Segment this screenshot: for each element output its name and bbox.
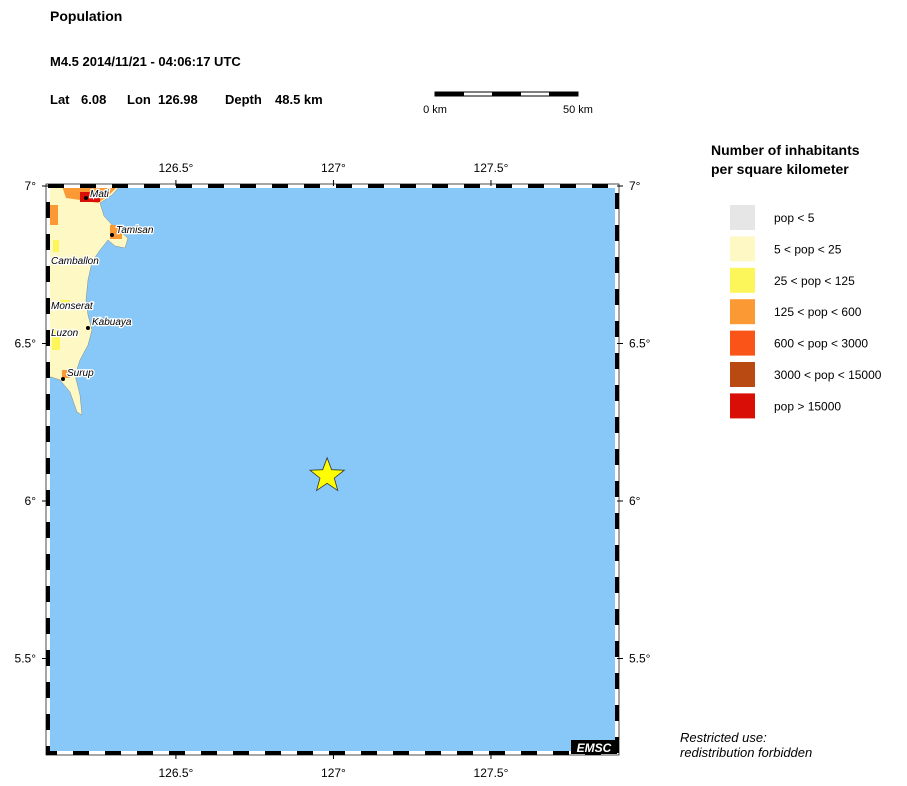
y-tick-label: 5.5° xyxy=(629,652,651,666)
legend-swatch xyxy=(730,267,755,293)
legend-label: 25 < pop < 125 xyxy=(774,274,855,288)
legend-swatch xyxy=(730,362,755,387)
legend-label: pop < 5 xyxy=(774,211,815,225)
legend-swatch xyxy=(730,330,755,356)
scale-start: 0 km xyxy=(423,104,447,116)
lat-value: 6.08 xyxy=(81,92,106,107)
y-tick-label: 7° xyxy=(25,179,37,193)
legend-swatch xyxy=(730,393,755,419)
legend-label: 3000 < pop < 15000 xyxy=(774,368,882,382)
event: M4.5 2014/11/21 - 04:06:17 UTC xyxy=(50,54,241,69)
y-tick-label: 6° xyxy=(629,494,641,508)
place-markers xyxy=(61,196,114,381)
credit-box xyxy=(571,740,617,754)
lon-value: 126.98 xyxy=(158,92,198,107)
y-tick-label: 6.5° xyxy=(629,337,651,351)
place-label: Kabuaya xyxy=(92,317,132,328)
legend-title: Number of inhabitants xyxy=(711,142,860,158)
legend-label: 600 < pop < 3000 xyxy=(774,337,868,351)
x-tick-label: 127.5° xyxy=(474,766,509,780)
x-tick-label: 126.5° xyxy=(159,766,194,780)
epicenter xyxy=(308,456,346,492)
y-tick-label: 7° xyxy=(629,179,641,193)
legend-label: 5 < pop < 25 xyxy=(774,242,842,256)
place-label: Luzon xyxy=(51,328,79,339)
credit: EMSC xyxy=(577,741,612,755)
y-tick-label: 6.5° xyxy=(15,337,37,351)
place-label: Mati xyxy=(90,189,110,200)
y-tick-label: 5.5° xyxy=(15,652,37,666)
place-label: Monserat xyxy=(51,301,94,312)
frame-dashes xyxy=(46,184,619,755)
x-tick-label: 126.5° xyxy=(159,161,194,175)
depth-value: 48.5 km xyxy=(275,92,323,107)
legend-swatch xyxy=(730,299,755,325)
frame-outline xyxy=(45,183,620,756)
scale-end: 50 km xyxy=(563,104,593,116)
legend-title: per square kilometer xyxy=(711,161,849,177)
depth-label: Depth xyxy=(225,92,262,107)
lon-label: Lon xyxy=(127,92,151,107)
x-tick-label: 127° xyxy=(321,161,346,175)
legend-label: pop > 15000 xyxy=(774,399,841,413)
lat-label: Lat xyxy=(50,92,70,107)
place-label: Camballon xyxy=(51,256,99,267)
legend-swatch xyxy=(730,236,755,262)
place-label: Tamisan xyxy=(116,225,154,236)
y-tick-label: 6° xyxy=(25,494,37,508)
legend-swatch xyxy=(730,205,755,230)
footer: Restricted use: xyxy=(680,730,767,745)
legend-label: 125 < pop < 600 xyxy=(774,305,862,319)
land xyxy=(47,185,129,416)
x-tick-label: 127.5° xyxy=(474,161,509,175)
x-tick-label: 127° xyxy=(321,766,346,780)
scale-bar xyxy=(434,91,579,97)
footer: redistribution forbidden xyxy=(680,745,812,760)
title: Population xyxy=(50,8,122,24)
place-label: Surup xyxy=(67,368,94,379)
